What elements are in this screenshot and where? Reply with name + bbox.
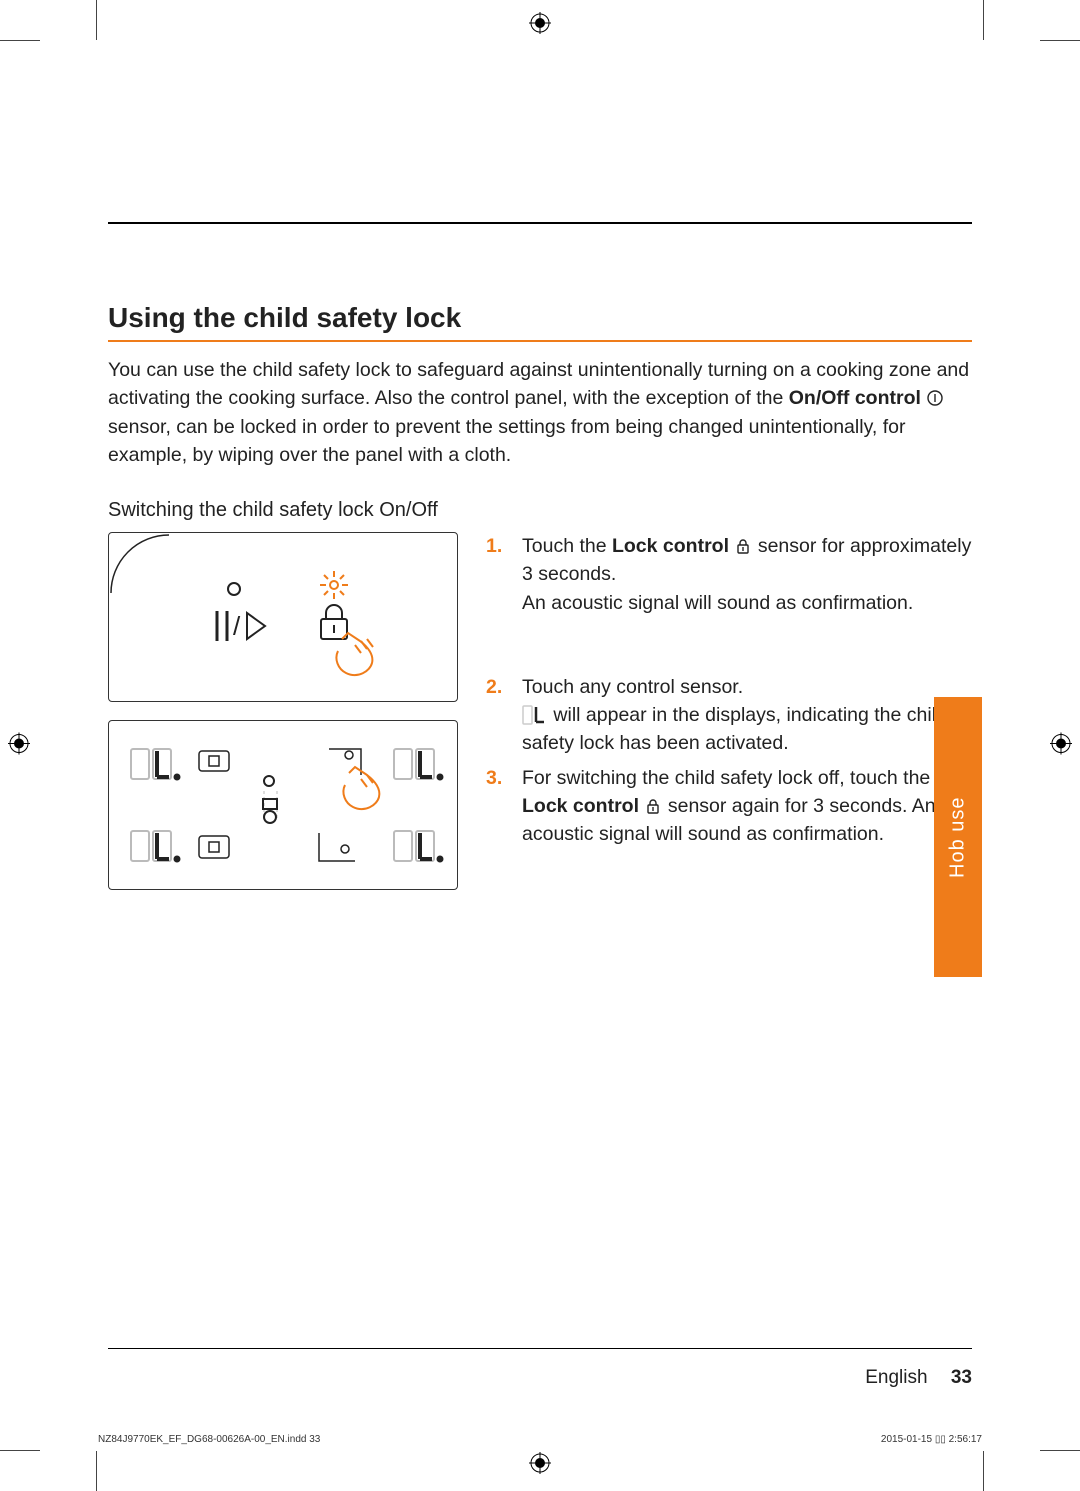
step-number: 1. — [486, 532, 512, 617]
step-number: 3. — [486, 764, 512, 849]
content-area: Using the child safety lock You can use … — [108, 302, 972, 890]
step-text: Touch any control sensor. will appear in… — [522, 673, 972, 758]
footer-page-number: 33 — [951, 1367, 972, 1388]
crop-mark — [983, 0, 984, 40]
registration-mark-icon — [529, 1452, 551, 1479]
crop-mark — [1040, 40, 1080, 41]
steps-list: 1. Touch the Lock control sensor for app… — [486, 532, 972, 617]
imprint-filename: NZ84J9770EK_EF_DG68-00626A-00_EN.indd 33 — [98, 1434, 320, 1445]
section-tab: Hob use — [934, 697, 982, 977]
diagram-column: / — [108, 532, 458, 890]
crop-mark — [96, 1451, 97, 1491]
steps-list: 2. Touch any control sensor. will appear… — [486, 673, 972, 849]
footer-language: English — [865, 1367, 927, 1388]
crop-mark — [983, 1451, 984, 1491]
step-text: For switching the child safety lock off,… — [522, 764, 972, 849]
step-number: 2. — [486, 673, 512, 758]
crop-mark — [1040, 1450, 1080, 1451]
svg-text:/: / — [233, 611, 241, 641]
step-item: 1. Touch the Lock control sensor for app… — [486, 532, 972, 617]
footer-rule — [108, 1348, 972, 1349]
imprint-timestamp: 2015-01-15 ▯▯ 2:56:17 — [881, 1434, 982, 1445]
intro-paragraph: You can use the child safety lock to saf… — [108, 356, 972, 469]
step-item: 3. For switching the child safety lock o… — [486, 764, 972, 849]
top-rule — [108, 222, 972, 224]
onoff-bold: On/Off control — [789, 387, 921, 409]
page-footer: English 33 — [865, 1367, 972, 1389]
steps-column: 1. Touch the Lock control sensor for app… — [486, 532, 972, 890]
registration-mark-icon — [1050, 732, 1072, 759]
subsection-heading: Switching the child safety lock On/Off — [108, 499, 972, 522]
display-l-icon — [522, 705, 548, 725]
crop-mark — [0, 1450, 40, 1451]
two-column-layout: / — [108, 532, 972, 890]
lock-icon — [644, 795, 662, 813]
diagram-panel-2 — [108, 720, 458, 890]
lock-icon — [734, 535, 752, 553]
spacer — [486, 623, 972, 673]
intro-text: sensor, can be locked in order to preven… — [108, 416, 905, 466]
step-item: 2. Touch any control sensor. will appear… — [486, 673, 972, 758]
registration-mark-icon — [8, 732, 30, 759]
power-icon — [926, 387, 944, 405]
section-title: Using the child safety lock — [108, 302, 972, 342]
step-text: Touch the Lock control sensor for approx… — [522, 532, 972, 617]
crop-mark — [0, 40, 40, 41]
registration-mark-icon — [529, 12, 551, 39]
page-area: Using the child safety lock You can use … — [98, 42, 982, 1449]
diagram-panel-1: / — [108, 532, 458, 702]
crop-mark — [96, 0, 97, 40]
